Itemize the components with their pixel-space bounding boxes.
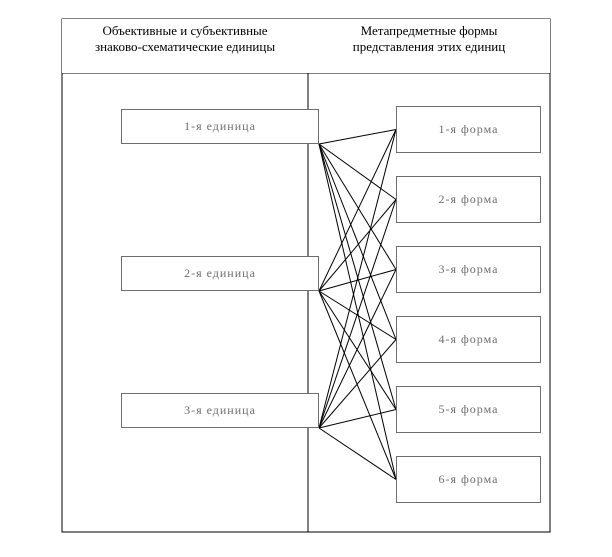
- header-right: Метапредметные формы представления этих …: [308, 19, 550, 73]
- edge-u2-f1: [319, 130, 396, 292]
- edge-u3-f5: [319, 410, 396, 429]
- diagram-stage: Объективные и субъективные знаково-схема…: [0, 0, 612, 557]
- right-node-f6: 6-я форма: [396, 456, 541, 503]
- left-node-u2: 2-я единица: [121, 256, 319, 291]
- right-node-f2: 2-я форма: [396, 176, 541, 223]
- left-node-u3: 3-я единица: [121, 393, 319, 428]
- header-left: Объективные и субъективные знаково-схема…: [62, 19, 308, 73]
- left-node-u1: 1-я единица: [121, 109, 319, 144]
- edge-u3-f6: [319, 428, 396, 480]
- right-node-f4: 4-я форма: [396, 316, 541, 363]
- edge-u1-f6: [319, 144, 396, 480]
- right-node-f5: 5-я форма: [396, 386, 541, 433]
- edge-u2-f6: [319, 291, 396, 480]
- edge-u2-f5: [319, 291, 396, 410]
- right-node-f1: 1-я форма: [396, 106, 541, 153]
- edge-u1-f3: [319, 144, 396, 270]
- edge-u1-f2: [319, 144, 396, 200]
- right-node-f3: 3-я форма: [396, 246, 541, 293]
- edge-u3-f3: [319, 270, 396, 429]
- edge-u1-f1: [319, 130, 396, 145]
- edge-u3-f2: [319, 200, 396, 429]
